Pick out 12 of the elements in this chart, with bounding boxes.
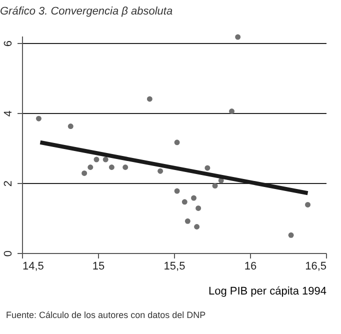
x-axis-title: Log PIB per cápita 1994 xyxy=(208,286,326,298)
x-tick-label: 15,5 xyxy=(164,260,186,272)
chart-title: Gráfico 3. Convergencia β absoluta xyxy=(0,5,173,18)
x-tick-label: 16,5 xyxy=(305,260,326,272)
x-tick-label: 14,5 xyxy=(22,260,44,272)
source-note: Fuente: Cálculo de los autores con datos del DNP xyxy=(6,310,206,320)
x-tick-label: 15 xyxy=(92,260,105,272)
y-tick-label: 6 xyxy=(2,40,14,47)
y-tick-label: 0 xyxy=(2,250,14,257)
y-tick-label: 4 xyxy=(2,110,14,117)
y-tick-label: 2 xyxy=(2,180,14,187)
x-tick-label: 16 xyxy=(244,260,257,272)
